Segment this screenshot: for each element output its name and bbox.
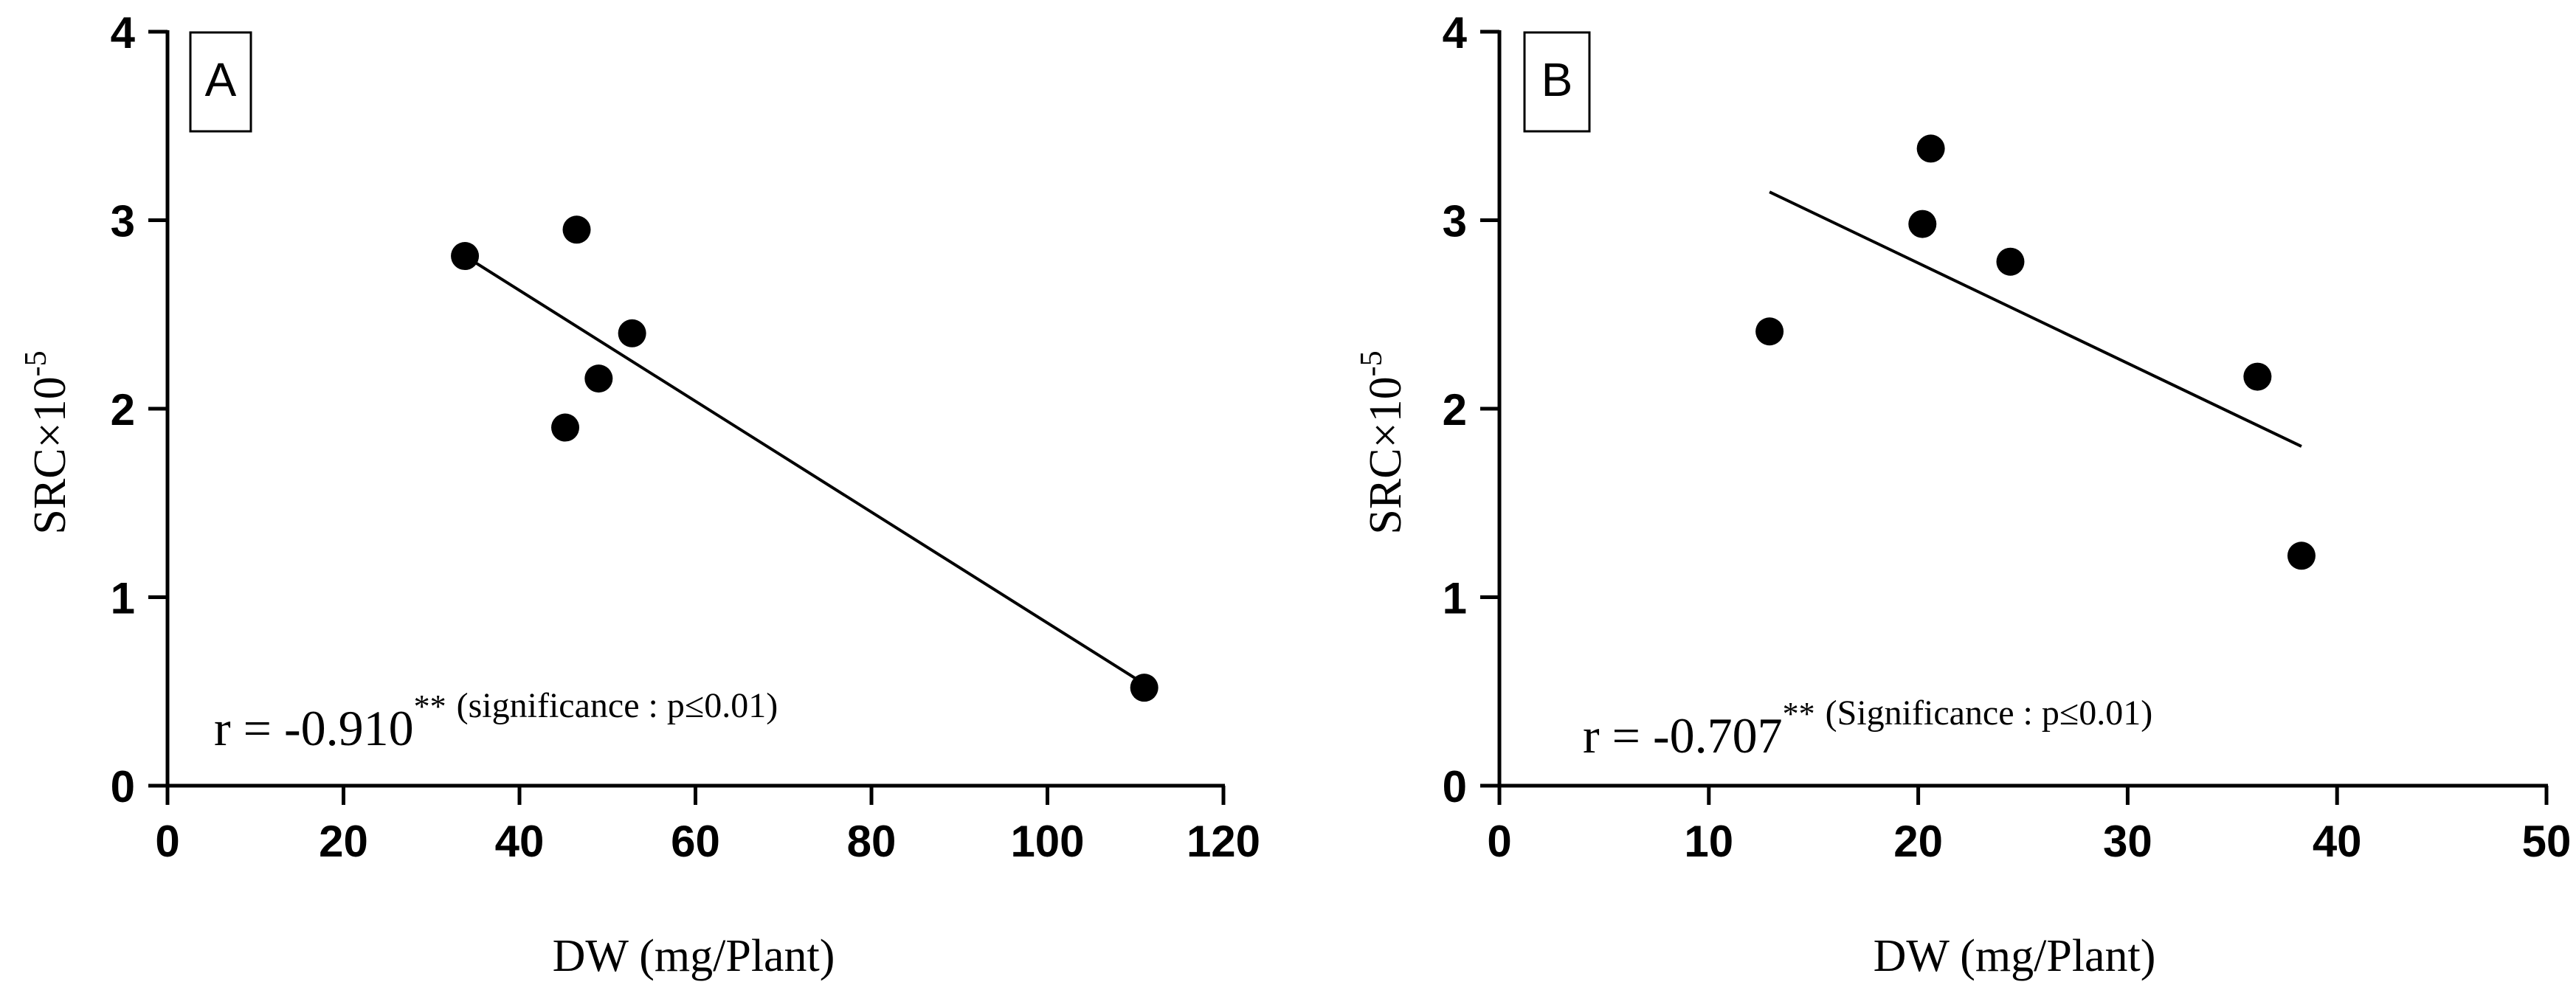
panel-a-regression-line [463, 255, 1145, 685]
panel-a-data-point [618, 319, 646, 347]
panel-a-y-axis-title-exp: -5 [19, 350, 53, 376]
panel-b-annotation: r = -0.707** (Significance : p≤0.01) [1583, 693, 2152, 764]
panel-a-y-axis-title-base: SRC×10 [25, 376, 75, 534]
panel-a-x-tick-label: 0 [155, 817, 179, 866]
panel-a-y-axis-title: SRC×10-5 [19, 350, 75, 534]
panel-b-label-box [1523, 31, 1591, 133]
panel-b-ticks [1480, 30, 2549, 805]
panel-b-y-tick-label: 1 [1443, 574, 1467, 623]
panel-b-regression-line [1769, 190, 2302, 448]
panel-b-data-point [1908, 210, 1937, 238]
panel-b-x-axis-title: DW (mg/Plant) [1874, 931, 2156, 981]
panel-a-data-point [1130, 674, 1158, 702]
panel-a-data-point [551, 413, 580, 442]
panel-b-y-axis-title-base: SRC×10 [1361, 376, 1411, 534]
panel-a-x-tick-label: 120 [1187, 817, 1260, 866]
panel-a-data-point [584, 364, 613, 393]
panel-b-annotation-sup: ** [1783, 696, 1815, 732]
panel-a-x-axis-title: DW (mg/Plant) [553, 931, 835, 981]
panel-b-y-tick-label: 2 [1443, 385, 1467, 435]
panel-b-data-point [1755, 317, 1784, 346]
panel-b-data-point [1996, 247, 2025, 276]
panel-a-x-tick-label: 60 [671, 817, 720, 866]
panel-b-y-tick-label: 0 [1443, 762, 1467, 812]
panel-b-data-point [2243, 362, 2272, 391]
panel-a-y-tick-label: 3 [111, 197, 135, 246]
panel-a-y-tick-label: 0 [111, 762, 135, 812]
panel-b: 0 10 20 30 40 50 0 1 2 3 4 B DW (mg/Plant) SRC×10-… [1355, 8, 2571, 981]
panel-a-annotation-sup: ** [414, 688, 446, 724]
panel-a-data-point [451, 242, 480, 271]
panel-a-y-tick-label: 4 [111, 8, 136, 58]
panel-b-y-axis-title: SRC×10-5 [1355, 350, 1411, 534]
panel-b-tick-labels: 0 10 20 30 40 50 0 1 2 3 4 [1443, 8, 2572, 866]
panel-a-x-tick-label: 100 [1010, 817, 1084, 866]
panel-b-points [1755, 134, 2316, 570]
panel-b-x-tick-label: 50 [2522, 817, 2572, 866]
panel-b-x-tick-label: 20 [1893, 817, 1943, 866]
panel-a-points [451, 215, 1158, 702]
panel-a-data-point [562, 215, 591, 244]
panel-b-annotation-r: r = -0.707 [1583, 707, 1783, 764]
panel-a-label-box [189, 31, 252, 133]
panel-a-annotation-r: r = -0.910 [214, 700, 414, 756]
panel-a-ticks [148, 30, 1226, 805]
panel-a-x-tick-label: 40 [495, 817, 545, 866]
panel-a-x-tick-label: 80 [847, 817, 897, 866]
panel-b-annotation-note: (Significance : p≤0.01) [1826, 693, 2153, 733]
panel-a-x-tick-label: 20 [319, 817, 368, 866]
panel-b-x-tick-label: 30 [2103, 817, 2152, 866]
panel-b-x-tick-label: 10 [1684, 817, 1733, 866]
panel-b-x-tick-label: 0 [1487, 817, 1511, 866]
panel-a-y-tick-label: 1 [111, 574, 135, 623]
panel-a: 0 20 40 60 80 100 120 0 1 2 3 4 A DW (mg/Plant) SRC… [19, 8, 1260, 981]
panel-b-y-tick-label: 3 [1443, 197, 1467, 246]
panel-b-data-point [2287, 542, 2316, 570]
panel-b-x-tick-label: 40 [2313, 817, 2362, 866]
panel-a-y-tick-label: 2 [111, 385, 135, 435]
panel-b-y-tick-label: 4 [1443, 8, 1468, 58]
panel-b-data-point [1916, 134, 1945, 163]
panel-b-label: B [1541, 53, 1573, 106]
panel-b-y-axis-title-exp: -5 [1355, 350, 1389, 376]
panel-a-annotation: r = -0.910** (significance : p≤0.01) [214, 686, 778, 756]
panel-a-tick-labels: 0 20 40 60 80 100 120 0 1 2 3 4 [111, 8, 1260, 866]
panel-a-label: A [205, 53, 237, 106]
panel-a-annotation-note: (significance : p≤0.01) [457, 686, 778, 725]
